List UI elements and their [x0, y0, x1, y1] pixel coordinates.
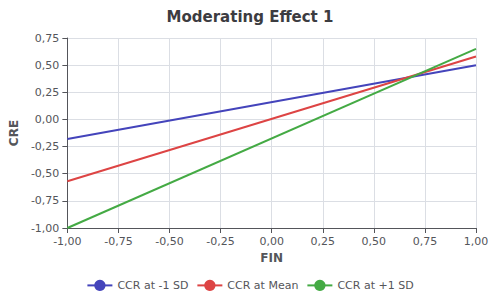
svg-text:-0,75: -0,75: [104, 235, 132, 248]
svg-text:-1,00: -1,00: [53, 235, 81, 248]
svg-text:0,75: 0,75: [413, 235, 438, 248]
svg-text:0,25: 0,25: [311, 235, 336, 248]
svg-text:0,00: 0,00: [259, 235, 284, 248]
svg-text:0,25: 0,25: [35, 86, 60, 99]
svg-text:-0,25: -0,25: [206, 235, 234, 248]
svg-text:0,75: 0,75: [35, 32, 60, 45]
svg-text:0,00: 0,00: [35, 113, 60, 126]
svg-text:Moderating Effect 1: Moderating Effect 1: [167, 8, 334, 26]
svg-text:-0,75: -0,75: [31, 194, 59, 207]
svg-text:0,50: 0,50: [35, 59, 60, 72]
svg-text:-0,25: -0,25: [31, 140, 59, 153]
svg-text:CRE: CRE: [7, 120, 21, 146]
svg-text:CCR at +1 SD: CCR at +1 SD: [337, 279, 413, 292]
svg-text:-0,50: -0,50: [31, 167, 59, 180]
svg-text:1,00: 1,00: [464, 235, 489, 248]
svg-text:CCR at -1 SD: CCR at -1 SD: [117, 279, 188, 292]
svg-text:-1,00: -1,00: [31, 222, 59, 235]
svg-text:-0,50: -0,50: [155, 235, 183, 248]
svg-text:CCR at Mean: CCR at Mean: [227, 279, 298, 292]
svg-text:0,50: 0,50: [362, 235, 387, 248]
svg-text:FIN: FIN: [260, 251, 283, 265]
